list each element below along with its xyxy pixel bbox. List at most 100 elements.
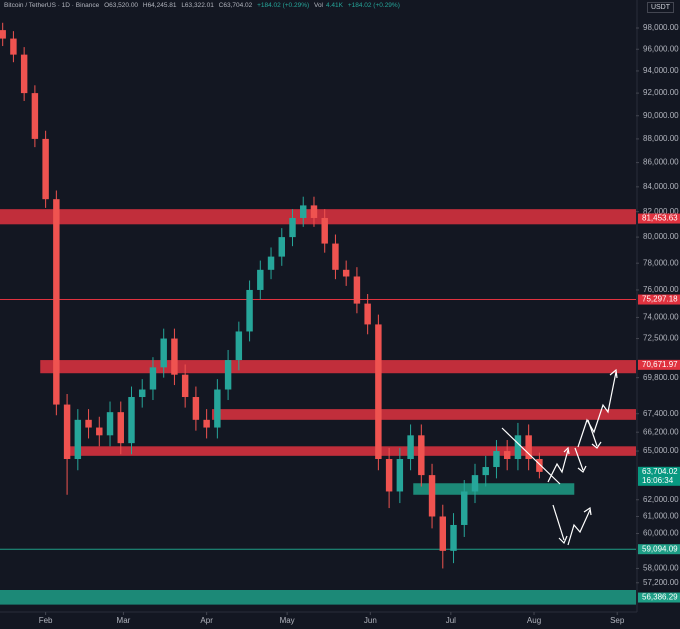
y-tick-label: 65,000.00 [643, 446, 679, 455]
candle-body [96, 427, 103, 436]
candle-body [428, 475, 436, 517]
price-axis: 98,000.00 96,000.00 94,000.00 92,000.00 90,0… [39, 23, 680, 625]
x-tick-label: Mar [117, 616, 131, 625]
x-tick-label: Sep [610, 616, 625, 625]
candle-body [482, 467, 489, 476]
y-tick-label: 60,000.00 [643, 529, 679, 538]
candle-body [450, 524, 457, 551]
y-tick-label: 66,200.00 [643, 427, 679, 436]
candle-body [63, 404, 71, 460]
y-tick-label: 96,000.00 [643, 44, 679, 53]
ohlc: H64,245.81 [142, 2, 177, 9]
x-tick-label: Jun [364, 616, 377, 625]
candle-body [0, 30, 6, 39]
y-tick-label: 84,000.00 [643, 182, 679, 191]
y-tick-label: 80,000.00 [643, 232, 679, 241]
x-tick-label: Feb [39, 616, 53, 625]
arrow [577, 371, 617, 448]
candle-body [42, 138, 49, 200]
price-label: 63,704.02 [642, 467, 678, 476]
zone [212, 409, 636, 420]
currency[interactable]: USDT [646, 2, 674, 13]
candle-body [171, 338, 178, 375]
arrow [567, 509, 591, 546]
candle-body [181, 374, 189, 398]
candle-body [353, 276, 361, 304]
ohlc: O63,520.00 [104, 2, 139, 9]
y-tick-label: 90,000.00 [643, 111, 679, 120]
price-label-box [638, 213, 680, 224]
candle-body [31, 93, 39, 139]
y-tick-label: 61,000.00 [643, 512, 679, 521]
candle-body [342, 269, 350, 277]
arrow [587, 419, 598, 447]
candle-body [471, 475, 479, 492]
volume: 4.41K [326, 2, 344, 9]
x-tick-label: Jul [446, 616, 456, 625]
price-label-box [638, 544, 680, 555]
arrowhead [577, 465, 587, 473]
candle-body [310, 205, 318, 218]
candle-body [224, 360, 232, 390]
candle-body [461, 491, 468, 525]
candle-body [267, 256, 275, 270]
candle-body [493, 451, 500, 468]
candle-body [203, 419, 210, 428]
candles [0, 22, 543, 569]
price-label: 70,671.97 [642, 360, 678, 369]
zone [0, 209, 636, 225]
price-label: 75,297.18 [642, 295, 678, 304]
candle-body [106, 412, 114, 436]
zone [64, 446, 637, 456]
candle-body [536, 459, 543, 472]
price-label: 56,386.29 [642, 593, 678, 602]
zone [0, 589, 636, 605]
volume-change: +184.02 (+0.29%) [347, 2, 400, 9]
price-label: 59,094.09 [642, 544, 678, 553]
ohlc: L63,322.01 [181, 2, 214, 9]
candle-body [289, 217, 296, 238]
candle-body [525, 435, 532, 460]
candle-body [375, 324, 382, 460]
x-tick-label: May [280, 616, 295, 625]
y-tick-label: 98,000.00 [643, 23, 679, 32]
candle-body [439, 516, 447, 551]
arrowhead [609, 368, 618, 379]
zones [0, 209, 637, 605]
change: +184.02 (+0.29%) [257, 2, 310, 9]
symbol: Bitcoin / TetherUS · 1D · Binance [4, 2, 100, 9]
y-tick-label: 76,000.00 [643, 285, 679, 294]
candle-body [514, 435, 522, 460]
candle-body [128, 397, 135, 444]
candle-body [192, 397, 200, 420]
ohlc: C63,704.02 [218, 2, 253, 9]
y-tick-label: 92,000.00 [643, 88, 679, 97]
y-tick-label: 58,000.00 [643, 564, 679, 573]
volume-label: Vol [313, 2, 324, 9]
price-label: 81,453.63 [642, 214, 678, 223]
drawings [501, 368, 618, 546]
zone [40, 360, 636, 374]
arrowhead [563, 446, 570, 455]
price-label-box [638, 294, 680, 305]
y-tick-label: 72,500.00 [643, 334, 679, 343]
candle-body [503, 451, 511, 460]
candle-body [385, 459, 393, 492]
price-label-box [638, 466, 680, 486]
candle-body [407, 435, 414, 460]
x-tick-label: Apr [200, 616, 213, 625]
candle-body [53, 199, 60, 405]
candle-body [149, 367, 157, 390]
candle-body [235, 331, 243, 361]
price-label-box [638, 359, 680, 370]
arrow [574, 447, 584, 471]
arrow [552, 504, 565, 541]
candle-body [246, 289, 253, 332]
y-tick-label: 94,000.00 [643, 66, 679, 75]
y-tick-label: 78,000.00 [643, 258, 679, 267]
candle-body [257, 269, 264, 290]
y-tick-label: 86,000.00 [643, 158, 679, 167]
arrow [547, 449, 569, 483]
candle-body [20, 54, 28, 94]
